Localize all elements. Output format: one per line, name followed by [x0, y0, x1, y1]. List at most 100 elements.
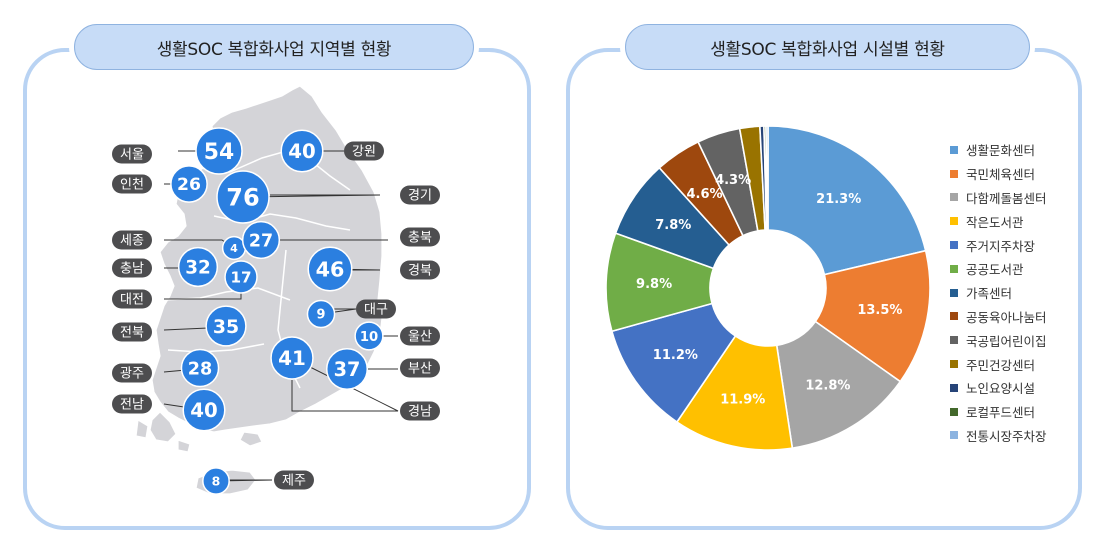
region-경기-name: 경기: [408, 189, 432, 204]
region-충북-tag: 충북: [400, 227, 440, 247]
donut-slice-1: [767, 125, 927, 276]
region-울산-value: 10: [360, 330, 378, 345]
region-서울-name: 서울: [120, 148, 144, 163]
legend-item-8: 공동육아나눔터: [950, 305, 1047, 329]
donut-slice-13: [765, 125, 769, 231]
legend-label: 공동육아나눔터: [966, 309, 1047, 325]
region-충북-tag-bg: [400, 227, 440, 247]
legend-swatch: [950, 383, 958, 392]
region-경북-bubble: 46: [307, 246, 353, 292]
legend-item-4: 작은도서관: [950, 209, 1047, 233]
region-경기-bubble-circle: [216, 170, 270, 224]
region-경남-value: 41: [278, 347, 306, 370]
legend-label: 가족센터: [966, 286, 1013, 302]
donut-slice-2: [814, 249, 931, 383]
legend-item-2: 국민체육센터: [950, 162, 1047, 186]
legend-item-13: 전통시장주차장: [950, 424, 1047, 448]
region-대전-bubble-circle: [224, 260, 258, 294]
region-충남-tag: 충남: [112, 258, 152, 278]
legend-item-9: 국공립어린이집: [950, 328, 1047, 352]
region-대전-tag: 대전: [112, 289, 152, 309]
region-대구-bubble-circle: [306, 299, 336, 329]
region-bubbles: 54 40 26 76 4 27 32 17 46 9 35 10 28 37 40 41 8: [170, 127, 384, 495]
region-대구-tag-bg: [356, 299, 396, 319]
legend-label: 다함께돌봄센터: [966, 190, 1047, 206]
donut-slice-4: [675, 334, 794, 451]
legend-item-6: 공공도서관: [950, 257, 1047, 281]
legend-label: 전통시장주차장: [966, 428, 1047, 444]
region-제주-bubble-circle: [202, 467, 230, 495]
region-전북-tag-bg: [112, 322, 152, 342]
region-제주-tag-bg: [274, 470, 314, 490]
legend-swatch: [950, 193, 958, 202]
legend-item-10: 주민건강센터: [950, 352, 1047, 376]
legend-swatch: [950, 241, 958, 250]
legend-item-3: 다함께돌봄센터: [950, 186, 1047, 210]
donut-label-8: 4.6%: [686, 187, 722, 202]
region-충북-bubble: 27: [241, 220, 281, 260]
region-울산-bubble-circle: [354, 321, 384, 351]
legend-item-12: 로컬푸드센터: [950, 400, 1047, 424]
region-경기-connector: [242, 194, 381, 198]
legend-swatch: [950, 217, 958, 226]
region-충북-name: 충북: [408, 231, 432, 246]
region-광주-bubble-circle: [180, 348, 220, 388]
donut-label-6: 9.8%: [636, 277, 672, 292]
region-충남-value: 32: [185, 258, 211, 279]
region-충남-tag-bg: [112, 258, 152, 278]
region-제주-bubble: 8: [202, 467, 230, 495]
region-광주-tag: 광주: [112, 363, 152, 383]
region-인천-tag: 인천: [112, 174, 152, 194]
legend-swatch: [950, 312, 958, 321]
region-전남-tag-bg: [112, 394, 152, 414]
region-울산-name: 울산: [408, 330, 432, 345]
region-대구-tag: 대구: [356, 299, 396, 319]
region-대구-value: 9: [317, 308, 326, 323]
donut-slices: [605, 125, 931, 451]
region-제주-name: 제주: [282, 474, 306, 489]
region-대전-name: 대전: [120, 293, 144, 308]
region-전북-tag: 전북: [112, 322, 152, 342]
legend-swatch: [950, 288, 958, 297]
region-전남-bubble-circle: [182, 388, 226, 432]
region-부산-value: 37: [334, 358, 361, 381]
region-경북-name: 경북: [408, 264, 432, 279]
region-부산-bubble-circle: [325, 347, 369, 391]
legend-swatch: [950, 407, 958, 416]
region-제주-value: 8: [212, 474, 221, 489]
donut-labels: 21.3% 13.5% 12.8% 11.9% 11.2% 9.8% 7.8% 4.6%4.3…: [636, 173, 902, 408]
region-경남-tag-bg: [400, 401, 440, 421]
legend-item-1: 생활문화센터: [950, 138, 1047, 162]
legend-label: 국민체육센터: [966, 167, 1036, 183]
region-전북-bubble: 35: [205, 305, 247, 347]
region-서울-tag-bg: [112, 144, 152, 164]
region-인천-value: 26: [177, 175, 201, 195]
region-대전-bubble: 17: [224, 260, 258, 294]
region-경남-tag: 경남: [400, 401, 440, 421]
region-부산-tag-bg: [400, 358, 440, 378]
region-울산-bubble: 10: [354, 321, 384, 351]
region-전남-bubble: 40: [182, 388, 226, 432]
region-세종-tag: 세종: [112, 230, 152, 250]
region-경남-name: 경남: [408, 405, 432, 420]
region-강원-bubble-circle: [280, 129, 324, 173]
donut-label-2: 13.5%: [857, 303, 902, 318]
region-경남-bubble: 41: [270, 336, 314, 380]
region-경기-bubble: 76: [216, 170, 270, 224]
region-경남-bubble-circle: [270, 336, 314, 380]
region-서울-value: 54: [204, 140, 234, 165]
legend-label: 주거지주차장: [966, 238, 1036, 254]
facility-panel-title: 생활SOC 복합화사업 시설별 현황: [625, 24, 1030, 70]
legend-label: 로컬푸드센터: [966, 405, 1036, 421]
region-강원-tag-bg: [344, 141, 384, 161]
region-대구-bubble: 9: [306, 299, 336, 329]
donut-label-5: 11.2%: [653, 348, 698, 363]
region-충남-bubble: 32: [177, 246, 219, 288]
legend-label: 국공립어린이집: [966, 333, 1047, 349]
region-인천-name: 인천: [120, 178, 144, 193]
region-강원-name: 강원: [352, 145, 376, 160]
